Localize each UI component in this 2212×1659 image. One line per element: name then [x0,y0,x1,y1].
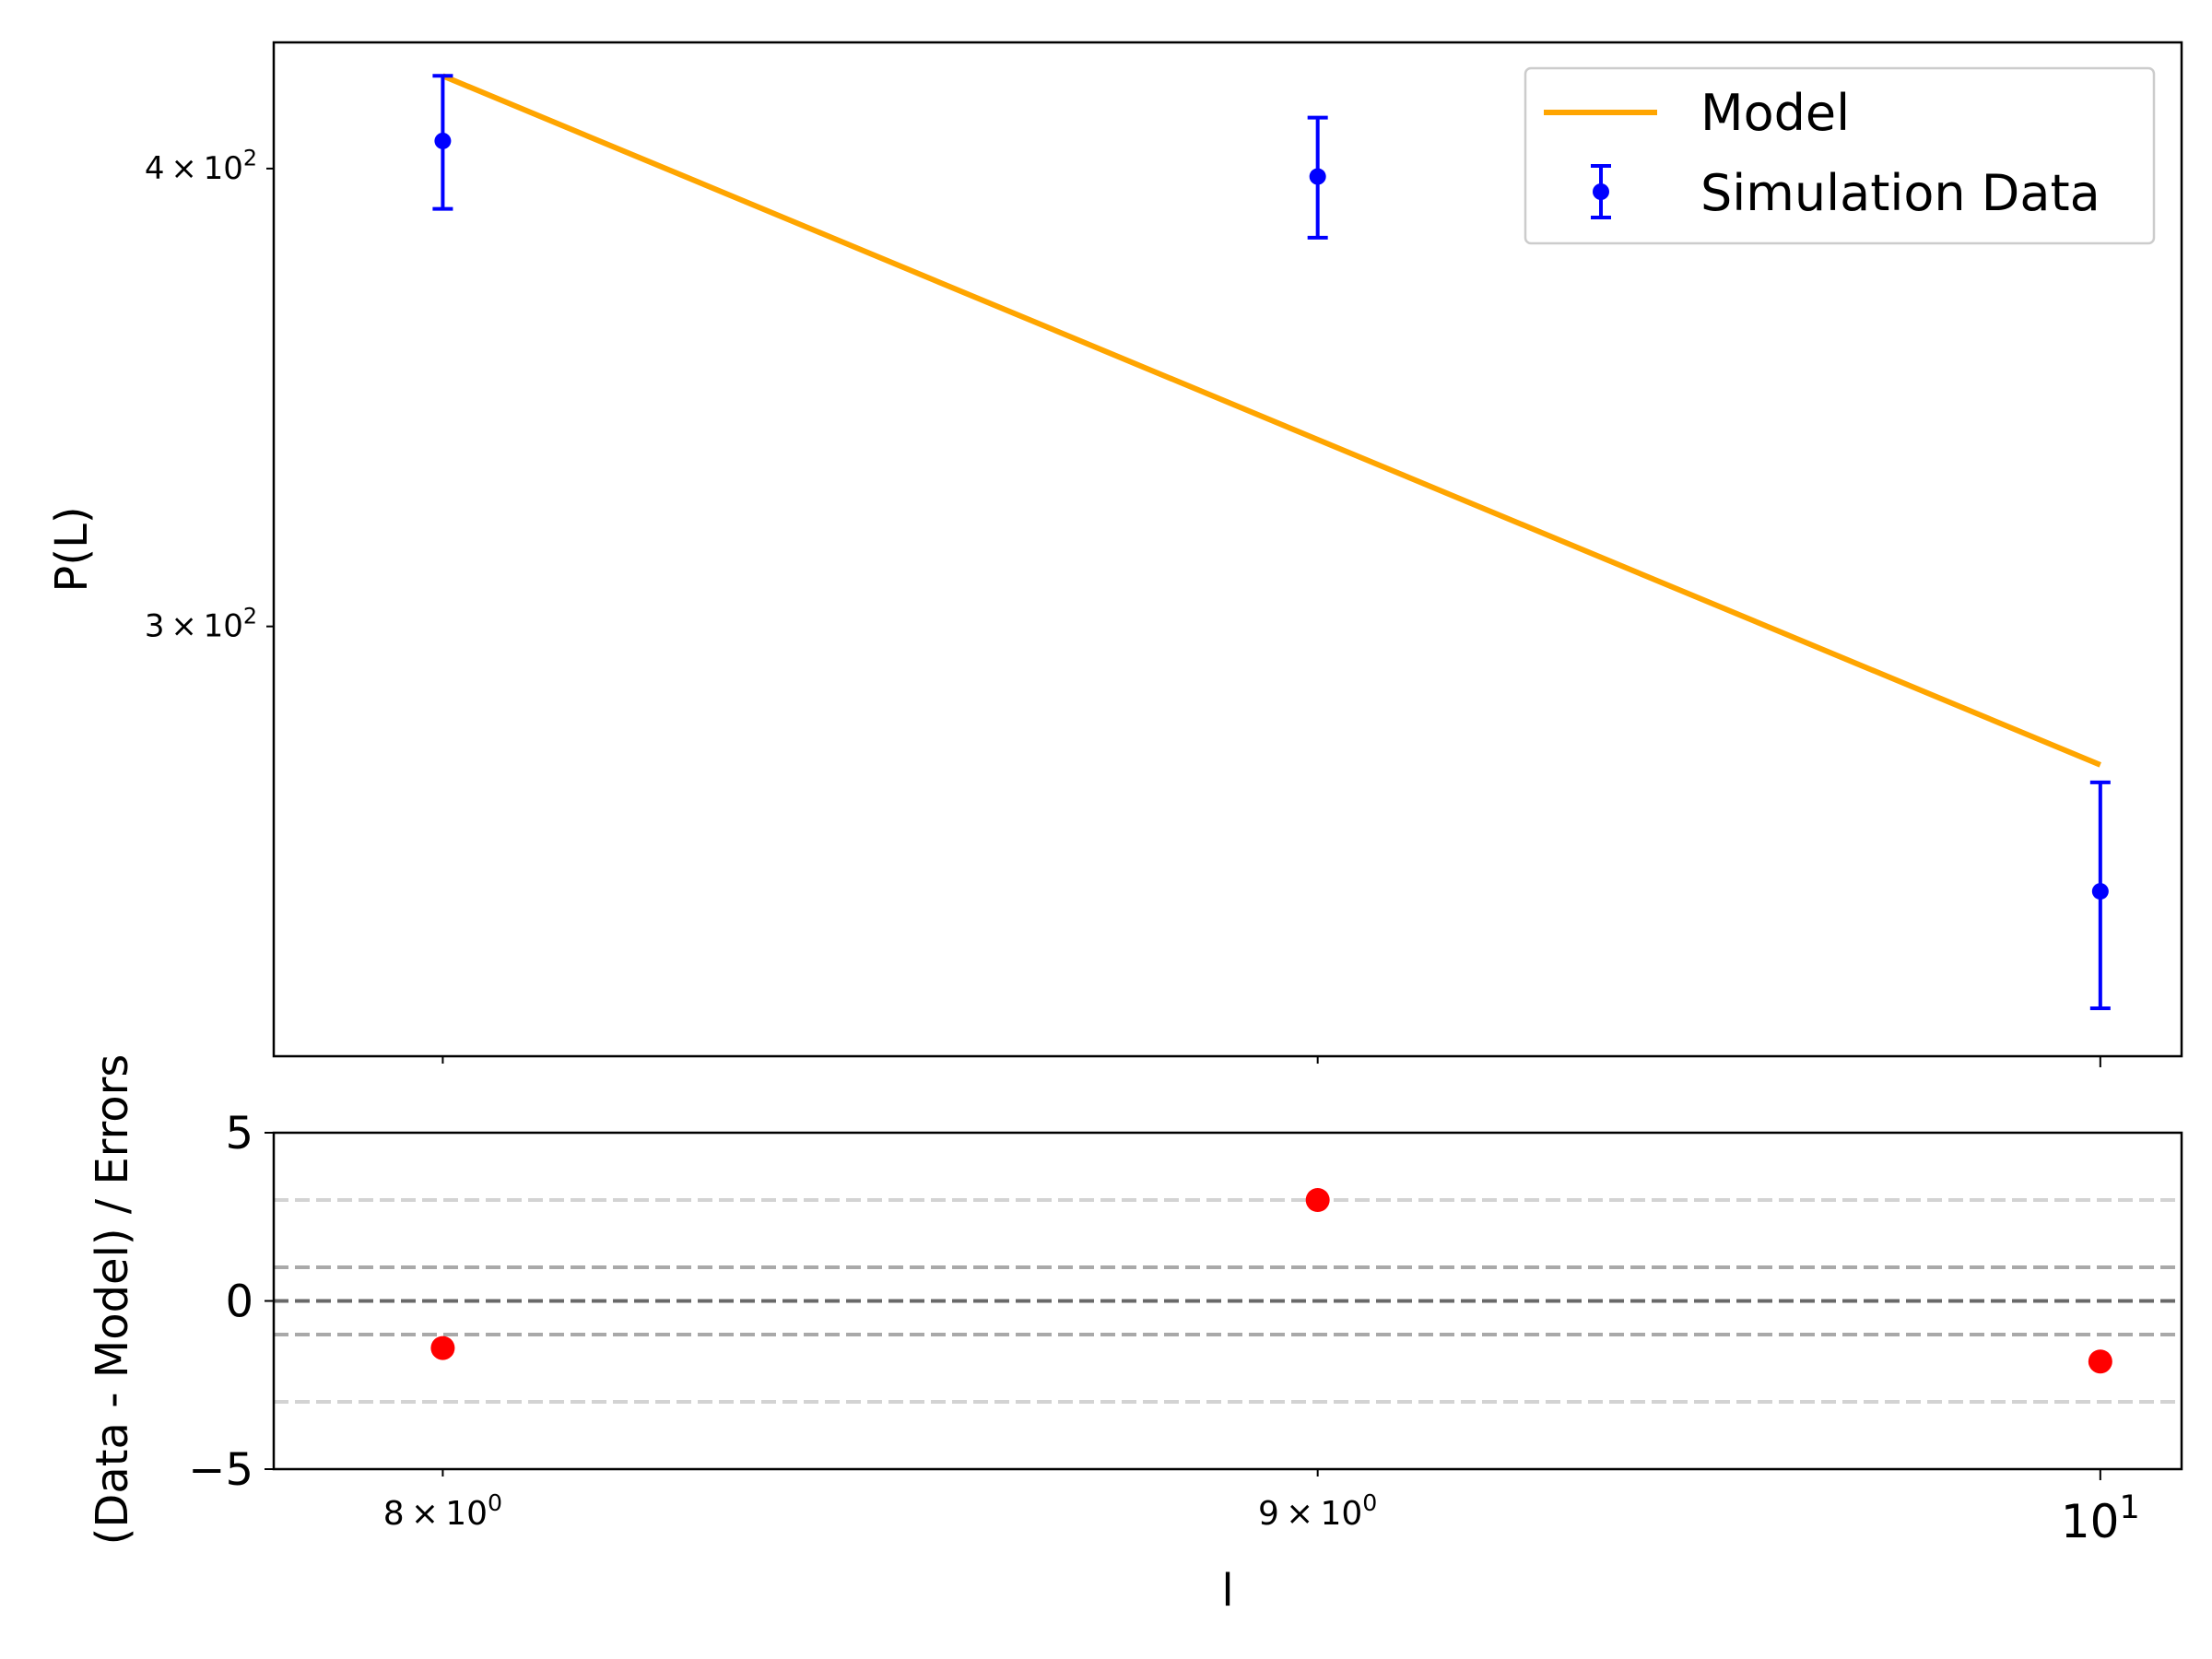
simulation-data-point [2089,780,2111,1011]
x-tick-label: 9 × 100 [1258,1489,1377,1533]
simulation-data-marker [434,132,452,149]
legend: Model Simulation Data [1524,66,2156,245]
x-tick-label: 101 [2061,1489,2140,1548]
x-tick-label: 8 × 100 [383,1489,502,1533]
main-y-tick-label: 4 × 102 [145,146,257,187]
residuals-y-tick-label: −5 [188,1444,253,1496]
residuals-y-tick-label: 5 [225,1108,253,1159]
residuals-points [430,1188,2112,1374]
simulation-data-point [1307,115,1328,240]
residuals-y-tick-label: 0 [225,1277,253,1328]
residuals-y-ticks: 5 0 −5 [188,1108,274,1496]
residual-point [2088,1349,2112,1374]
residuals-reference-lines [274,1198,2182,1404]
residuals-panel: 5 0 −5 8 × 100 9 × 100 101 (Data - Model) / … [87,1054,2183,1617]
residuals-y-axis-label: (Data - Model) / Errors [87,1054,138,1546]
main-y-tick-label: 3 × 102 [145,603,257,644]
residual-point [430,1335,455,1360]
legend-frame [1524,66,2156,245]
model-line [441,73,2101,768]
residuals-x-ticks: 8 × 100 9 × 100 101 [383,1469,2140,1548]
main-x-ticks [441,1056,2101,1067]
legend-simulation-data-label: Simulation Data [1700,164,2100,222]
simulation-data-marker [2091,883,2109,900]
legend-simulation-data-swatch [1591,164,1611,219]
legend-errorbar-marker [1593,183,1609,200]
main-plot-border [272,41,2183,1058]
main-series-layer [432,73,2111,1011]
main-y-axis-label: P(L) [46,506,98,592]
legend-model-label: Model [1700,84,1850,142]
x-axis-label: l [1221,1565,1233,1617]
main-y-ticks: 3 × 102 4 × 102 [145,146,274,645]
simulation-data-marker [1309,168,1326,185]
main-panel: 3 × 102 4 × 102 P(L) Model Simulation Dat… [46,41,2183,1067]
simulation-data-point [432,74,453,211]
residual-point [1305,1188,1330,1212]
residuals-plot-border [272,1131,2183,1471]
